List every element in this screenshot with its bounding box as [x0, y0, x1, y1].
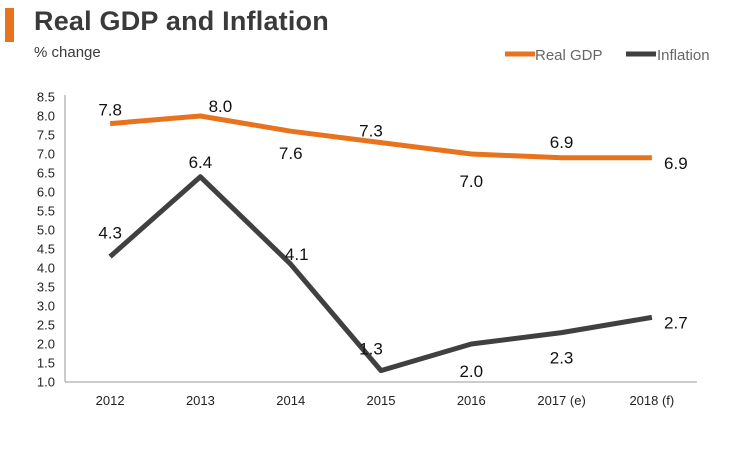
y-tick-label: 4.0 [37, 261, 55, 276]
y-tick-label: 3.5 [37, 280, 55, 295]
y-tick-label: 2.5 [37, 318, 55, 333]
chart-subtitle: % change [34, 44, 101, 61]
data-label-gdp: 7.6 [279, 144, 303, 163]
data-label-inflation: 2.7 [664, 313, 688, 332]
x-tick-label: 2014 [276, 393, 305, 408]
y-tick-label: 5.0 [37, 223, 55, 238]
legend-label-gdp: Real GDP [535, 47, 603, 64]
x-tick-label: 2012 [96, 393, 125, 408]
x-tick-label: 2013 [186, 393, 215, 408]
y-tick-label: 1.0 [37, 375, 55, 390]
series-line-inflation [108, 174, 653, 374]
data-label-inflation: 4.3 [98, 224, 122, 243]
chart-title: Real GDP and Inflation [34, 6, 329, 36]
x-tick-label: 2016 [457, 393, 486, 408]
y-tick-label: 3.0 [37, 299, 55, 314]
data-label-inflation: 6.4 [189, 153, 213, 172]
x-tick-label: 2017 (e) [537, 393, 585, 408]
y-tick-label: 7.0 [37, 147, 55, 162]
legend-label-inflation: Inflation [657, 47, 710, 64]
data-label-inflation: 4.1 [285, 245, 309, 264]
y-tick-label: 4.5 [37, 242, 55, 257]
y-tick-label: 5.5 [37, 204, 55, 219]
y-tick-label: 6.5 [37, 166, 55, 181]
data-label-gdp: 7.8 [98, 101, 122, 120]
y-tick-label: 8.0 [37, 109, 55, 124]
data-label-inflation: 2.3 [550, 349, 574, 368]
x-tick-label: 2018 (f) [629, 393, 674, 408]
y-tick-label: 6.0 [37, 185, 55, 200]
title-accent-bar [5, 8, 14, 42]
data-label-gdp: 8.0 [209, 97, 233, 116]
y-tick-label: 2.0 [37, 337, 55, 352]
data-label-gdp: 6.9 [664, 154, 688, 173]
x-tick-label: 2015 [367, 393, 396, 408]
data-label-inflation: 2.0 [459, 362, 483, 381]
series-line-gdp [109, 113, 652, 161]
data-label-gdp: 7.0 [459, 172, 483, 191]
y-tick-label: 1.5 [37, 356, 55, 371]
data-label-inflation: 1.3 [359, 340, 383, 359]
y-tick-label: 8.5 [37, 90, 55, 105]
data-label-gdp: 7.3 [359, 122, 383, 141]
y-tick-label: 7.5 [37, 128, 55, 143]
data-label-gdp: 6.9 [550, 133, 574, 152]
